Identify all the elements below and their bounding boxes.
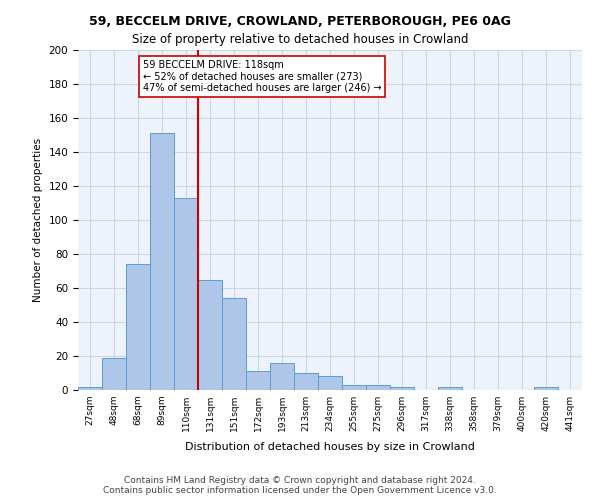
Bar <box>438 386 462 390</box>
Bar <box>222 298 246 390</box>
Bar <box>294 373 318 390</box>
Bar <box>198 280 222 390</box>
Text: Size of property relative to detached houses in Crowland: Size of property relative to detached ho… <box>132 32 468 46</box>
Text: Contains HM Land Registry data © Crown copyright and database right 2024.
Contai: Contains HM Land Registry data © Crown c… <box>103 476 497 495</box>
Bar <box>246 372 270 390</box>
Text: 59, BECCELM DRIVE, CROWLAND, PETERBOROUGH, PE6 0AG: 59, BECCELM DRIVE, CROWLAND, PETERBOROUG… <box>89 15 511 28</box>
Bar <box>102 358 126 390</box>
Bar <box>78 386 102 390</box>
Bar <box>342 385 366 390</box>
Bar <box>174 198 198 390</box>
Y-axis label: Number of detached properties: Number of detached properties <box>33 138 43 302</box>
Bar <box>270 363 294 390</box>
Bar <box>126 264 150 390</box>
Bar <box>534 386 558 390</box>
Bar <box>366 385 390 390</box>
Bar <box>318 376 342 390</box>
Bar <box>390 386 414 390</box>
Bar <box>150 134 174 390</box>
Text: 59 BECCELM DRIVE: 118sqm
← 52% of detached houses are smaller (273)
47% of semi-: 59 BECCELM DRIVE: 118sqm ← 52% of detach… <box>143 60 382 94</box>
X-axis label: Distribution of detached houses by size in Crowland: Distribution of detached houses by size … <box>185 442 475 452</box>
